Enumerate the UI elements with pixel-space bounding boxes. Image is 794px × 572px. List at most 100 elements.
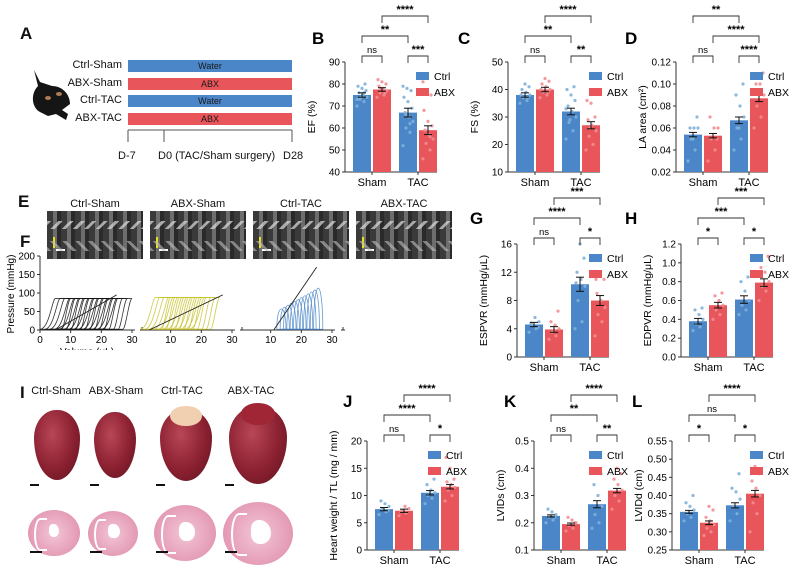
significance-label: * [588, 226, 593, 238]
data-point [763, 270, 767, 274]
significance-label: ** [712, 4, 721, 16]
data-point [688, 126, 692, 130]
data-point [693, 308, 697, 312]
bar [591, 300, 609, 357]
y-tick-label: 30 [492, 113, 504, 124]
data-point [734, 490, 738, 494]
data-point [751, 501, 755, 505]
significance-bracket [692, 55, 714, 63]
legend-swatch [750, 254, 763, 262]
data-point [565, 87, 569, 92]
f-xtick-label: 10 [265, 335, 277, 346]
pv-loop [306, 291, 317, 330]
espvr-line [273, 266, 318, 331]
echo-title: Ctrl-TAC [280, 198, 322, 210]
scale-bar-vertical [156, 237, 158, 248]
y-axis-label: LVIDd (cm) [633, 469, 645, 521]
y-tick-label: 0.1 [515, 546, 529, 557]
f-xtick-label: 30 [226, 335, 238, 346]
significance-label: ns [698, 45, 708, 56]
echo-mmode-image [356, 211, 452, 259]
data-point [691, 329, 695, 333]
atrium [170, 406, 202, 427]
panel-letter-f: F [20, 232, 31, 251]
y-tick-label: 0.5 [515, 437, 529, 448]
y-tick-label: 10 [492, 168, 504, 179]
f-ytick-label: 0 [29, 326, 35, 337]
histology-section [223, 501, 293, 565]
data-point [411, 119, 415, 123]
data-point [747, 298, 751, 303]
data-point [537, 320, 541, 324]
data-point [692, 126, 696, 130]
x-tick-label: Sham [694, 362, 723, 374]
significance-bracket [688, 434, 710, 442]
legend-label: ABX [768, 466, 789, 478]
y-tick-label: 5 [356, 518, 362, 529]
data-point [377, 84, 381, 88]
bar [516, 95, 534, 172]
y-tick-label: 20 [351, 437, 363, 448]
significance-bracket [734, 434, 756, 442]
panel-letter-c: C [458, 29, 470, 48]
y-tick-label: 90 [329, 58, 341, 69]
bar [441, 486, 459, 550]
data-point [589, 101, 593, 105]
echo-title: ABX-Sham [170, 198, 226, 210]
bar [525, 324, 543, 357]
scale-bar [30, 551, 42, 553]
y-tick-label: 0 [356, 546, 362, 557]
legend-swatch [589, 467, 602, 475]
data-point [570, 518, 574, 522]
data-point [600, 320, 604, 324]
data-point [452, 477, 456, 481]
data-point [744, 308, 748, 312]
echo-mmode-image [47, 211, 143, 259]
scale-bar-horizontal [56, 249, 65, 251]
espvr-line [55, 294, 117, 331]
legend-label: Ctrl [607, 450, 623, 462]
data-point [708, 115, 712, 119]
y-tick-label: 0 [506, 353, 512, 364]
data-point [379, 499, 383, 503]
significance-label: **** [740, 44, 758, 56]
data-point [360, 86, 364, 90]
data-point [553, 323, 557, 327]
x-tick-label: TAC [407, 177, 428, 189]
y-tick-label: 0.30 [648, 527, 668, 538]
f-ylabel: Pressure (mmHg) [6, 255, 17, 334]
bar [735, 299, 753, 357]
bar [689, 321, 707, 357]
significance-bracket [550, 434, 572, 442]
data-point [593, 115, 597, 119]
data-point [743, 289, 747, 293]
data-point [587, 134, 591, 138]
y-tick-label: 1.2 [662, 240, 676, 251]
data-point [739, 137, 743, 141]
data-point [554, 512, 558, 517]
significance-bracket [361, 55, 383, 63]
significance-label: *** [571, 186, 585, 198]
legend-swatch [750, 88, 763, 96]
data-point [706, 159, 710, 163]
data-point [375, 95, 379, 99]
significance-label: **** [398, 403, 416, 415]
bar [353, 95, 371, 172]
heart-photo [94, 412, 136, 478]
chart-l: L 0.25 0.30 0.35 0.40 0.45 0.50 0.55 LVIDd (cm) S… [632, 383, 789, 567]
y-tick-label: 0.06 [652, 124, 672, 135]
data-point [426, 119, 430, 123]
data-point [704, 515, 708, 519]
pv-loop [299, 295, 310, 330]
data-point [380, 507, 384, 511]
data-point [575, 270, 579, 274]
data-point [755, 512, 759, 516]
y-tick-label: 0.55 [648, 437, 668, 448]
data-point [540, 82, 544, 86]
significance-label: ns [556, 424, 566, 435]
data-point [557, 327, 561, 331]
scale-bar-vertical [259, 237, 261, 248]
